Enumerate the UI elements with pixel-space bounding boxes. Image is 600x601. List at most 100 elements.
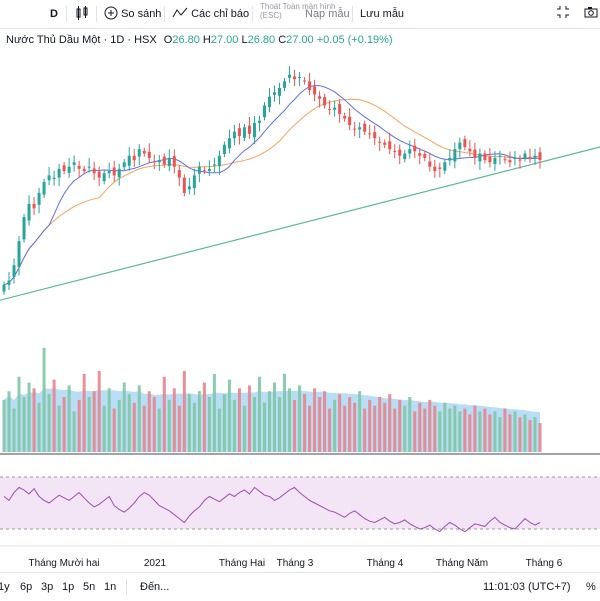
volume-bar: [368, 399, 372, 452]
volume-bar: [122, 382, 126, 452]
volume-bar: [127, 394, 131, 452]
volume-bar: [202, 382, 206, 452]
range-1d[interactable]: 1n: [104, 581, 117, 593]
candle-body: [443, 162, 447, 171]
candle-body: [102, 173, 106, 182]
clock-timezone[interactable]: 11:01:03 (UTC+7): [483, 581, 571, 593]
volume-bar: [333, 399, 337, 452]
interval-button[interactable]: D: [50, 8, 58, 20]
compare-button[interactable]: So sánh: [104, 5, 161, 23]
volume-bar: [328, 408, 332, 452]
volume-bar: [438, 411, 442, 452]
toolbar-divider: [96, 6, 97, 22]
volume-bar: [408, 397, 412, 452]
fullscreen-button[interactable]: [556, 5, 570, 23]
volume-bar: [538, 423, 542, 452]
volume-bar: [102, 405, 106, 452]
toolbar-divider: [352, 6, 353, 22]
candles-style-button[interactable]: [74, 5, 90, 23]
candle-body: [217, 155, 221, 167]
candle-body: [298, 76, 302, 78]
volume-bar: [273, 382, 277, 452]
volume-bar: [358, 391, 362, 452]
volume-bar: [97, 370, 101, 452]
volume-bar: [87, 397, 91, 452]
percent-toggle[interactable]: %: [586, 581, 596, 593]
candle-body: [273, 92, 277, 95]
camera-icon: [584, 7, 598, 18]
candle-body: [473, 149, 477, 158]
range-6m[interactable]: 6p: [20, 581, 33, 593]
candle-body: [498, 155, 502, 157]
load-template-button[interactable]: Nạp mẫu: [305, 8, 350, 20]
symbol-title[interactable]: Nước Thủ Dầu Một · 1D · HSX: [6, 34, 157, 46]
candle-body: [227, 138, 231, 149]
volume-bar: [398, 399, 402, 452]
volume-bar: [288, 388, 292, 452]
volume-bar: [463, 408, 467, 452]
volume-bar: [378, 397, 382, 452]
candle-body: [97, 171, 101, 178]
volume-bar: [157, 408, 161, 452]
volume-bar: [92, 391, 96, 452]
volume-bar: [373, 405, 377, 452]
candle-body: [523, 153, 527, 159]
snapshot-button[interactable]: [584, 5, 598, 23]
volume-bar: [298, 385, 302, 452]
range-5d[interactable]: 5n: [83, 581, 96, 593]
candle-body: [468, 148, 472, 152]
candle-body: [518, 159, 522, 161]
volume-bar: [363, 408, 367, 452]
volume-bar: [323, 391, 327, 452]
candle-body: [47, 175, 51, 181]
candle-body: [187, 186, 191, 190]
volume-pane: [2, 347, 542, 452]
candle-body: [483, 153, 487, 161]
candle-body: [463, 139, 467, 147]
chart-legend: Nước Thủ Dầu Một · 1D · HSX O26.80 H27.0…: [6, 34, 393, 46]
candle-body: [112, 167, 116, 176]
candle-body: [7, 280, 11, 285]
toolbar-divider: [66, 6, 67, 22]
close-label: C: [278, 34, 287, 46]
volume-bar: [388, 394, 392, 452]
range-1m[interactable]: 1p: [62, 581, 75, 593]
volume-bar: [533, 417, 537, 452]
time-axis-label: 2021: [144, 558, 167, 569]
candle-body: [197, 166, 201, 174]
indicators-button[interactable]: Các chỉ báo: [172, 5, 249, 23]
candle-body: [67, 166, 71, 173]
save-template-button[interactable]: Lưu mẫu: [360, 8, 405, 20]
candle-body: [308, 81, 312, 91]
goto-date-button[interactable]: Đến...: [140, 581, 170, 593]
candle-body: [278, 87, 282, 96]
volume-bar: [262, 402, 266, 452]
volume-bar: [313, 388, 317, 452]
candle-body: [533, 155, 537, 158]
range-1y[interactable]: 1y: [0, 581, 10, 593]
rsi-line: [3, 486, 541, 533]
candle-body: [423, 153, 427, 158]
open-label: O: [163, 34, 173, 46]
candle-body: [172, 156, 176, 167]
chart-canvas[interactable]: Tháng Mười hai 2021 Tháng Hai Tháng 3 Tháng …: [0, 28, 600, 573]
volume-bar: [508, 414, 512, 452]
indicators-label: Các chỉ báo: [191, 8, 250, 20]
volume-bar: [242, 405, 246, 452]
compare-label: So sánh: [121, 8, 162, 20]
volume-bar: [293, 399, 297, 452]
volume-bar: [47, 394, 51, 452]
candle-body: [52, 177, 56, 179]
rsi-pane: [0, 476, 600, 533]
low-value: 26.80: [247, 34, 276, 46]
candle-body: [478, 153, 482, 162]
volume-bar: [237, 388, 241, 452]
range-3m[interactable]: 3p: [41, 581, 54, 593]
high-value: 27.00: [210, 34, 239, 46]
volume-bar: [523, 414, 527, 452]
price-pane: [0, 66, 600, 301]
volume-bar: [413, 411, 417, 452]
volume-bar: [2, 399, 6, 452]
candle-body: [493, 157, 497, 165]
candle-body: [42, 182, 46, 195]
